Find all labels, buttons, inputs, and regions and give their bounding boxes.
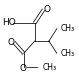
Text: CH₃: CH₃ [61, 49, 75, 58]
Text: CH₃: CH₃ [61, 24, 75, 33]
Text: O: O [43, 5, 50, 14]
Text: O: O [8, 38, 15, 47]
Text: CH₃: CH₃ [43, 63, 57, 72]
Text: HO: HO [3, 18, 16, 27]
Text: O: O [19, 64, 26, 73]
